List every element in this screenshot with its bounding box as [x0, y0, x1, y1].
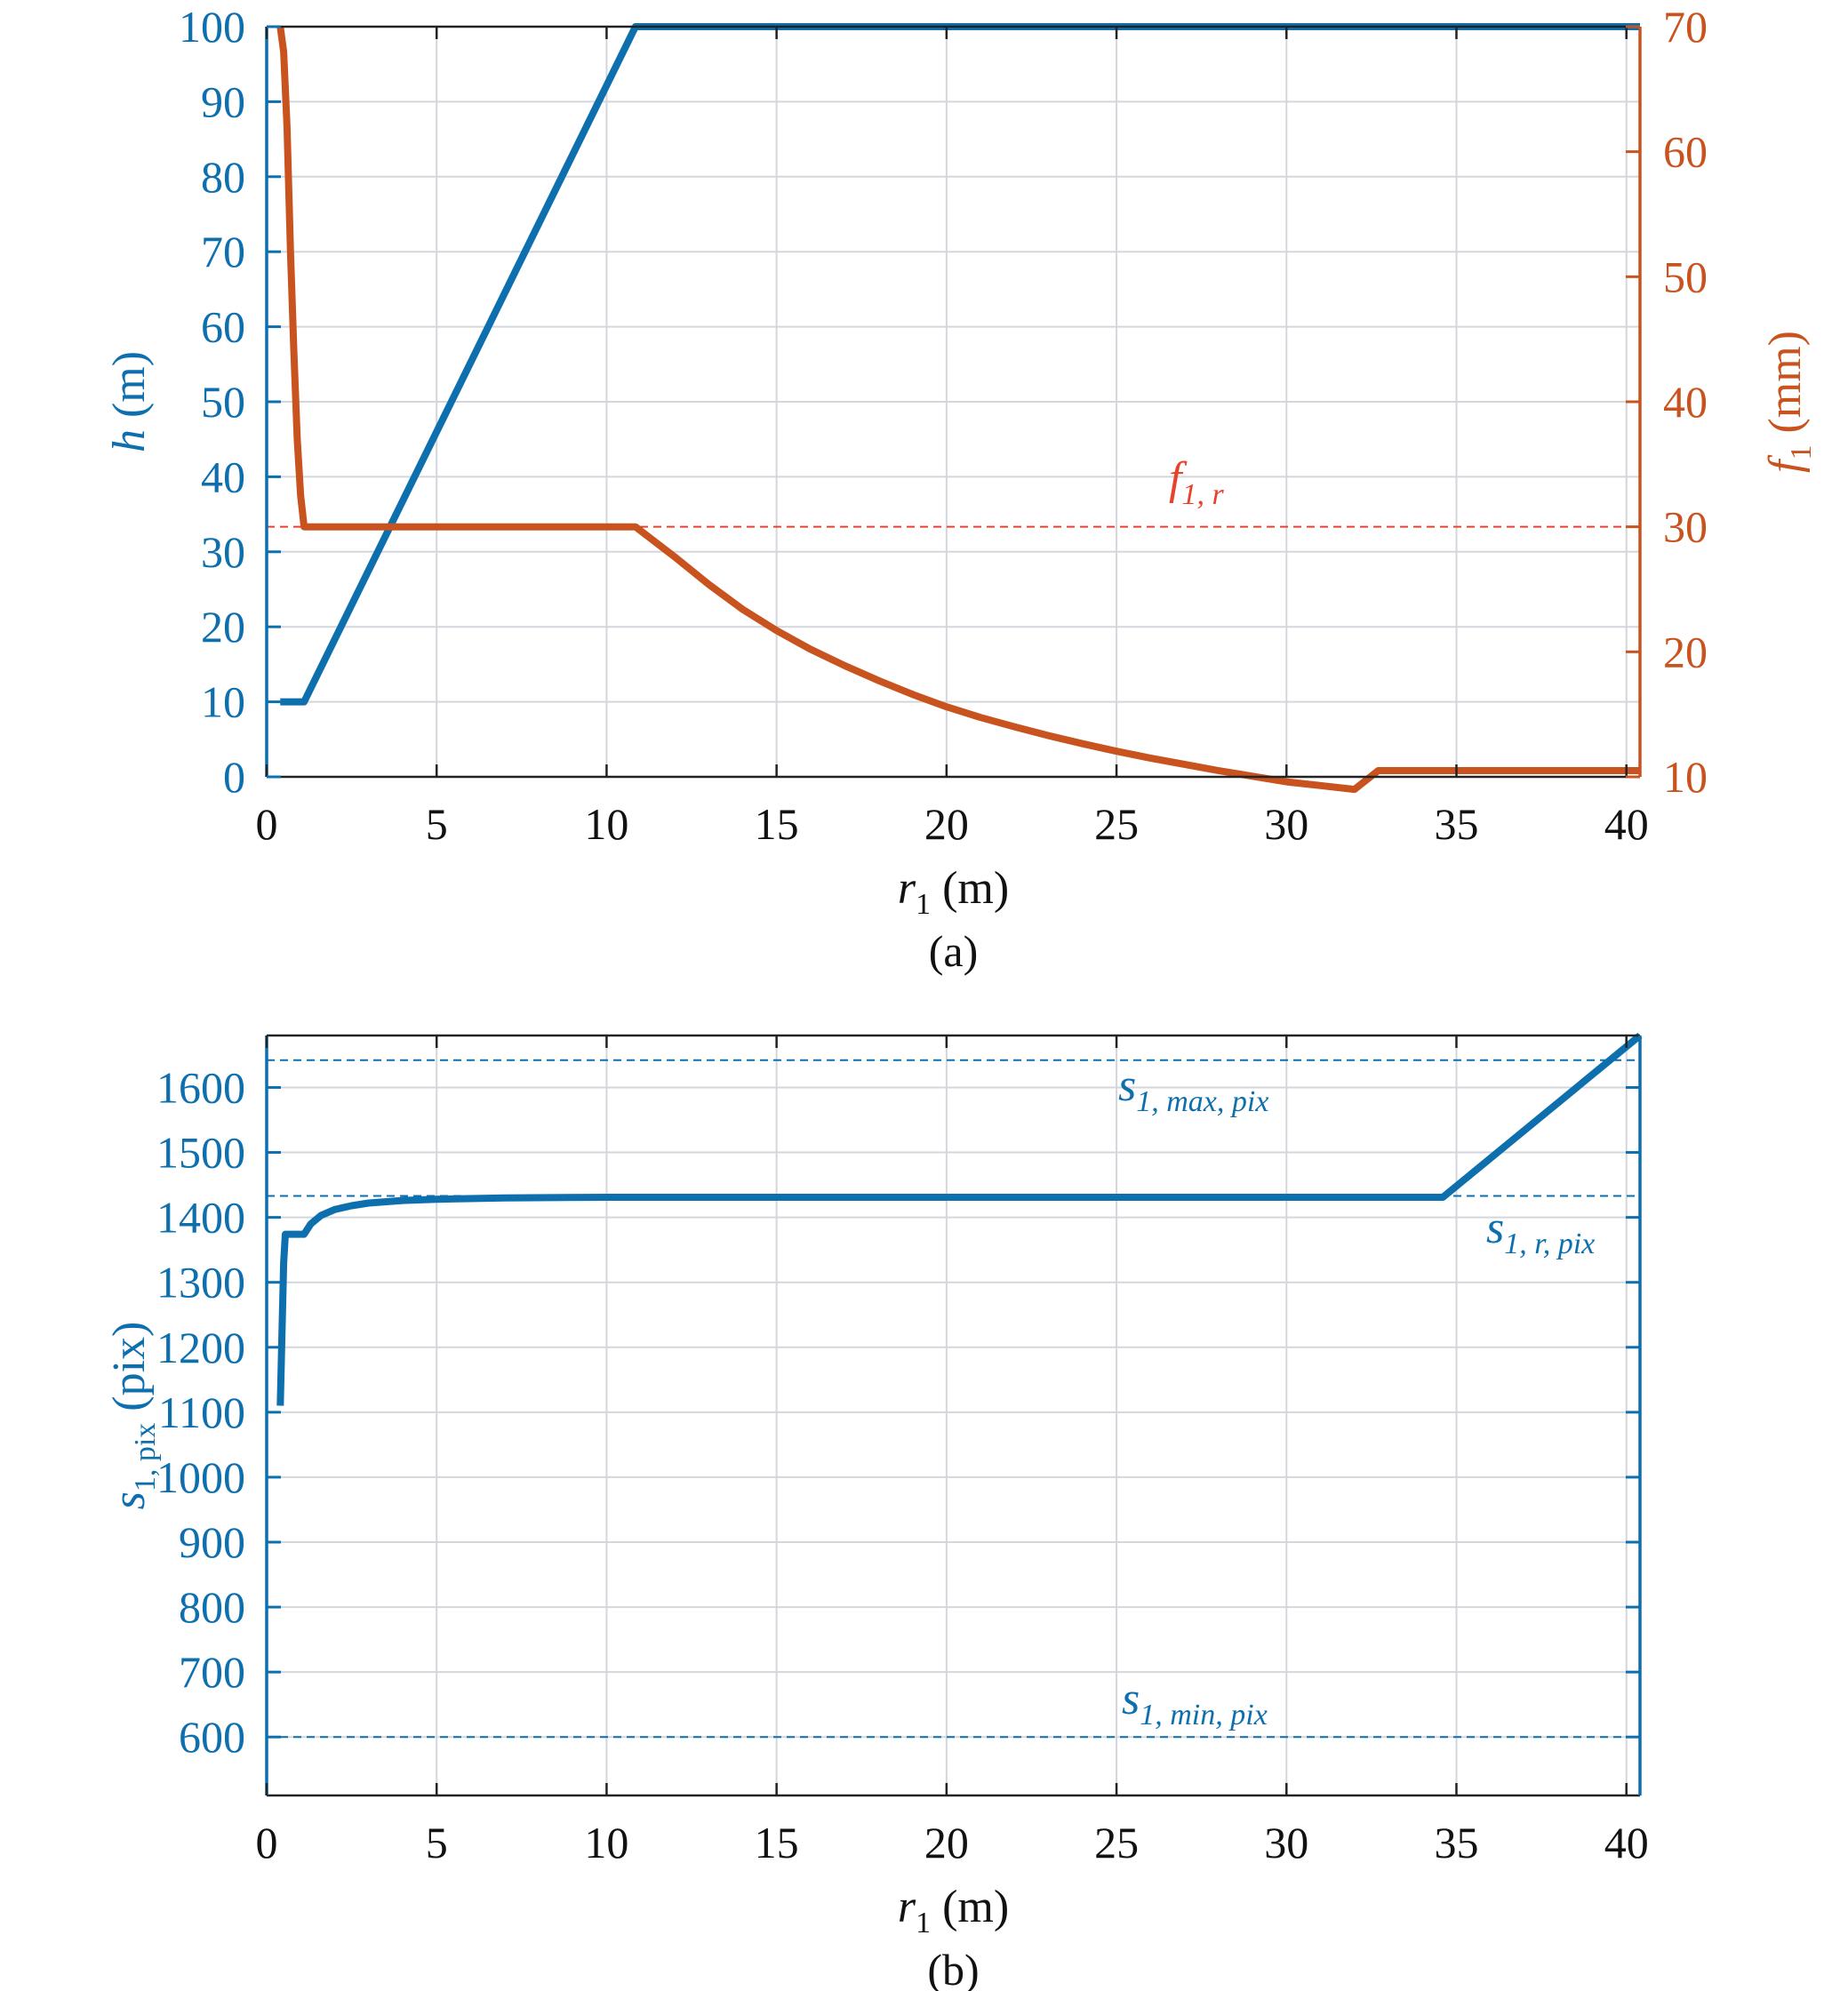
- y-tick-label-right: 70: [1663, 2, 1708, 52]
- y-tick-label-right: 60: [1663, 127, 1708, 177]
- y-tick-label-left: 10: [201, 677, 245, 727]
- y-tick-label-right: 20: [1663, 627, 1708, 676]
- x-tick-label: 20: [924, 799, 969, 849]
- reference-label-var: s: [1486, 1203, 1504, 1253]
- y-axis-label-right: f1 (mm): [1760, 331, 1818, 473]
- y-tick-label-left: 1400: [156, 1193, 245, 1243]
- y-tick-label-left: 800: [179, 1582, 245, 1632]
- y-tick-label-left: 700: [179, 1647, 245, 1697]
- y-tick-label-left: 1500: [156, 1128, 245, 1178]
- y-axis-label-left-unit: (m): [104, 351, 155, 429]
- reference-label: f1, r: [1169, 453, 1224, 511]
- y-tick-label-left: 70: [201, 227, 245, 276]
- x-tick-label: 0: [256, 799, 278, 849]
- y-tick-label-right: 40: [1663, 377, 1708, 427]
- reference-label-sub: 1, max, pix: [1136, 1085, 1268, 1118]
- y-tick-label-left: 1200: [156, 1323, 245, 1372]
- reference-label-var: s: [1122, 1674, 1140, 1724]
- y-tick-label-left: 900: [179, 1517, 245, 1567]
- x-axis-label: r1 (m): [898, 863, 1009, 921]
- x-axis-label-sub: 1: [916, 1907, 931, 1939]
- x-tick-label: 25: [1094, 799, 1139, 849]
- y-axis-label-left-unit: (pix): [104, 1322, 155, 1423]
- series-line-0: [276, 1032, 1643, 1406]
- reference-label-sub: 1, r, pix: [1504, 1227, 1595, 1260]
- y-tick-label-left: 90: [201, 76, 245, 126]
- reference-label: s1, min, pix: [1122, 1674, 1268, 1731]
- y-tick-label-left: 600: [179, 1712, 245, 1762]
- y-axis-label-right-sub: 1: [1785, 445, 1818, 460]
- x-axis-label: r1 (m): [898, 1882, 1009, 1939]
- x-tick-label: 15: [755, 1818, 799, 1867]
- reference-label-var: s: [1118, 1060, 1136, 1111]
- y-tick-label-left: 1300: [156, 1258, 245, 1307]
- x-tick-label: 30: [1264, 799, 1308, 849]
- y-tick-label-right: 10: [1663, 752, 1708, 802]
- y-tick-label-left: 100: [179, 2, 245, 52]
- x-tick-label: 5: [426, 799, 448, 849]
- y-tick-label-left: 1000: [156, 1452, 245, 1502]
- y-axis-label-left-var: h: [104, 429, 155, 452]
- y-axis-label-left: s1, pix (pix): [104, 1322, 162, 1510]
- y-axis-label-right-unit: (mm): [1760, 331, 1811, 445]
- x-tick-label: 40: [1604, 1818, 1649, 1867]
- y-tick-label-left: 60: [201, 302, 245, 352]
- y-tick-label-left: 80: [201, 152, 245, 202]
- x-axis-label-var: r: [898, 1882, 916, 1932]
- x-tick-label: 35: [1434, 1818, 1478, 1867]
- series-line-0: [280, 23, 1640, 706]
- reference-label: s1, max, pix: [1118, 1060, 1268, 1118]
- y-tick-label-left: 50: [201, 377, 245, 427]
- y-axis-label-left-sub: 1, pix: [129, 1423, 162, 1491]
- x-tick-label: 20: [924, 1818, 969, 1867]
- x-axis-label-unit: (m): [931, 863, 1009, 914]
- panel-caption: (b): [927, 1945, 979, 1991]
- x-tick-label: 35: [1434, 799, 1478, 849]
- y-tick-label-left: 1600: [156, 1062, 245, 1112]
- series-line-1: [276, 26, 1640, 794]
- reference-label-sub: 1, r: [1181, 478, 1224, 511]
- y-tick-label-left: 30: [201, 527, 245, 577]
- y-axis-label-left: h (m): [104, 351, 155, 452]
- y-tick-label-left: 40: [201, 452, 245, 501]
- y-tick-label-right: 30: [1663, 502, 1708, 552]
- x-tick-label: 10: [584, 799, 628, 849]
- x-tick-label: 25: [1094, 1818, 1139, 1867]
- reference-label: s1, r, pix: [1486, 1203, 1595, 1260]
- y-axis-label-left-var: s: [104, 1491, 155, 1509]
- y-tick-label-left: 1100: [158, 1387, 245, 1437]
- y-tick-label-left: 20: [201, 602, 245, 652]
- x-tick-label: 15: [755, 799, 799, 849]
- x-axis-label-var: r: [898, 863, 916, 914]
- x-axis-label-unit: (m): [931, 1882, 1009, 1932]
- y-tick-label-left: 0: [223, 752, 245, 802]
- x-tick-label: 10: [584, 1818, 628, 1867]
- panel-caption: (a): [929, 926, 979, 976]
- x-tick-label: 5: [426, 1818, 448, 1867]
- x-tick-label: 30: [1264, 1818, 1308, 1867]
- y-tick-label-right: 50: [1663, 252, 1708, 301]
- reference-label-sub: 1, min, pix: [1140, 1699, 1268, 1731]
- x-axis-label-sub: 1: [916, 888, 931, 921]
- x-tick-label: 40: [1604, 799, 1649, 849]
- x-tick-label: 0: [256, 1818, 278, 1867]
